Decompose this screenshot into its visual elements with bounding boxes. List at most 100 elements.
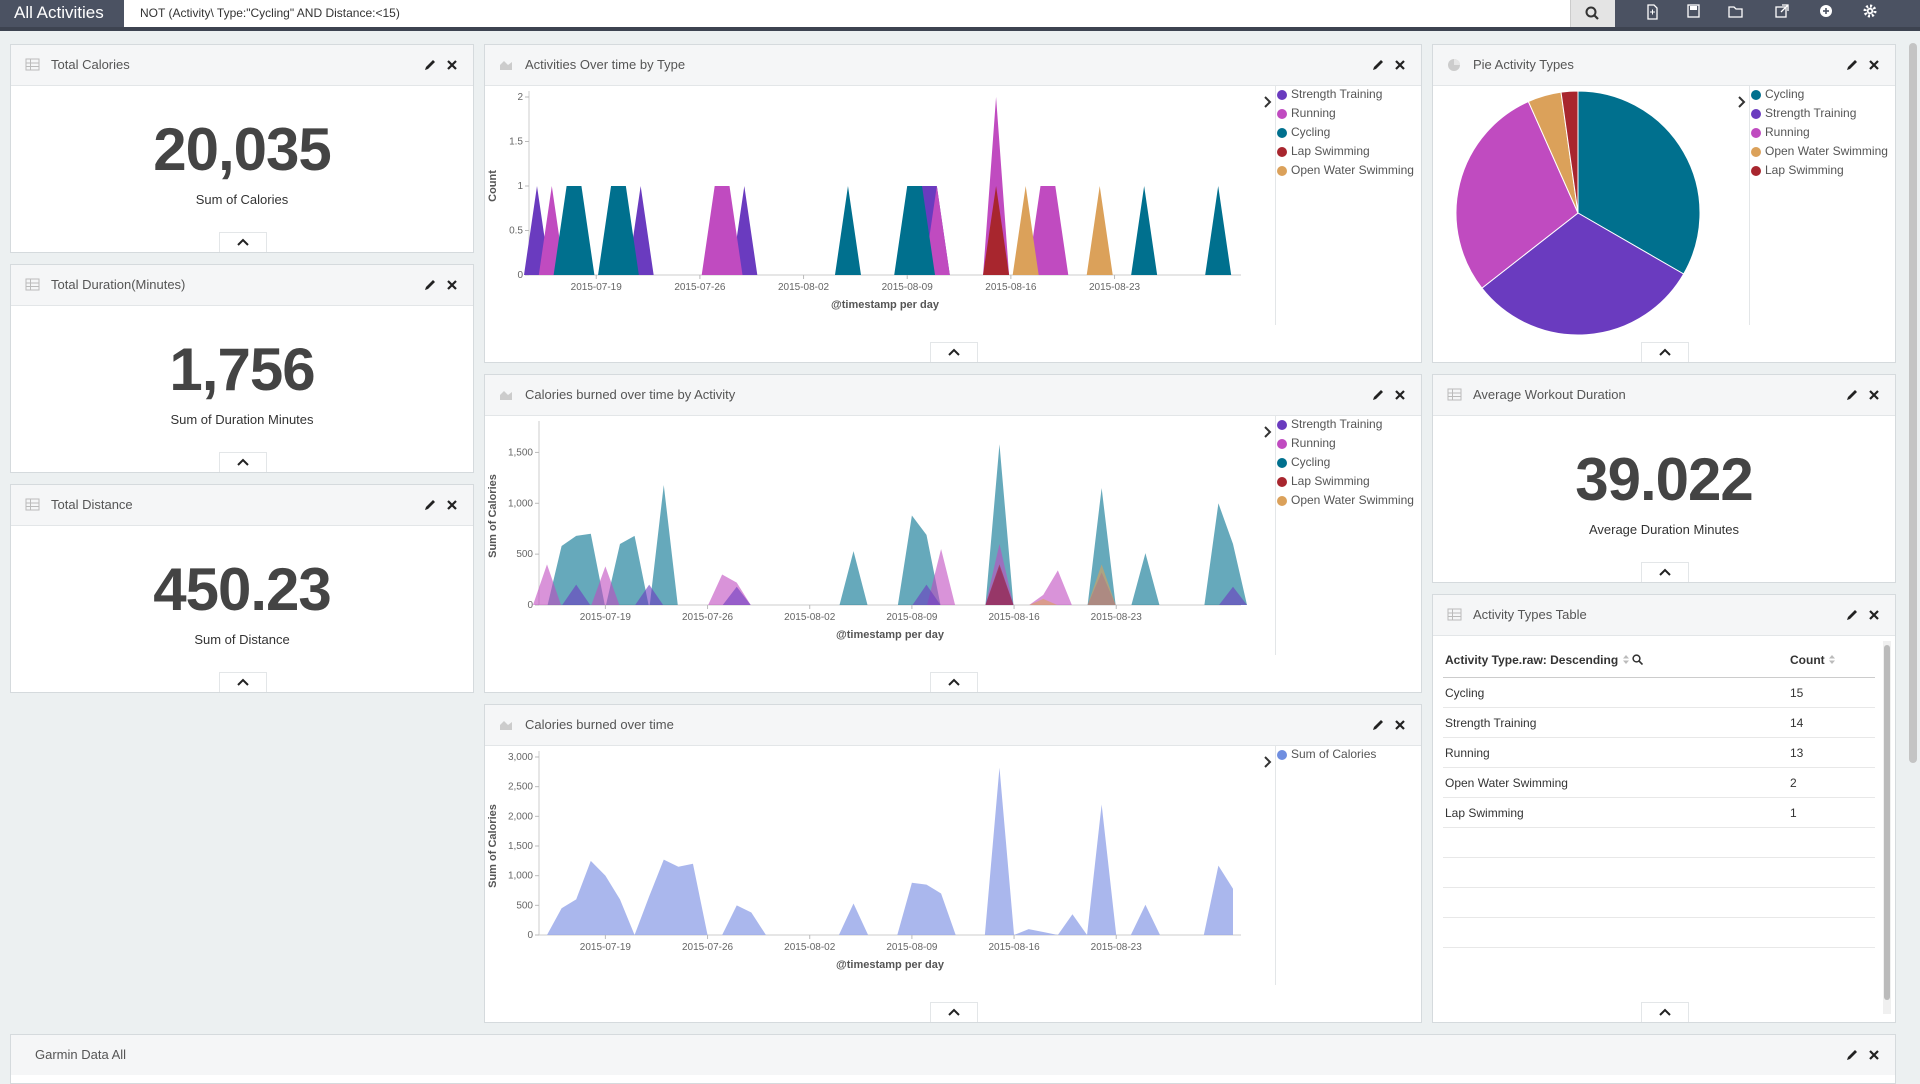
pie-slice[interactable] [1577, 90, 1701, 275]
pie-slice[interactable] [1560, 90, 1579, 214]
close-icon[interactable] [445, 498, 459, 512]
x-tick-label: 2015-08-09 [886, 942, 938, 953]
pencil-icon[interactable] [423, 278, 437, 292]
metric-value: 450.23 [153, 556, 332, 623]
top-bar: All Activities [0, 0, 1920, 31]
page-scrollbar[interactable] [1906, 31, 1920, 1080]
x-tick-label: 2015-08-23 [1089, 282, 1141, 293]
close-icon[interactable] [1867, 388, 1881, 402]
pie-slice[interactable] [1455, 100, 1579, 289]
x-tick-label: 2015-07-19 [580, 612, 632, 623]
column-header-label: Count [1790, 653, 1825, 667]
legend-label: Open Water Swimming [1291, 163, 1414, 177]
close-icon[interactable] [1867, 1048, 1881, 1062]
y-tick-label: 1 [517, 181, 523, 192]
new-dashboard-button[interactable] [1632, 0, 1672, 24]
column-header-count[interactable]: Count [1788, 643, 1875, 678]
y-tick-label: 0.5 [509, 226, 523, 237]
close-icon[interactable] [1393, 388, 1407, 402]
pencil-icon[interactable] [1845, 608, 1859, 622]
legend-divider [1749, 85, 1750, 325]
pencil-icon[interactable] [1845, 388, 1859, 402]
x-axis-title: @timestamp per day [836, 629, 945, 641]
pencil-icon[interactable] [1371, 58, 1385, 72]
legend-toggle-icon[interactable] [1261, 93, 1275, 111]
collapse-toggle[interactable] [219, 232, 267, 252]
y-tick-label: 1,000 [508, 498, 533, 509]
panel-header: Total Duration(Minutes) [11, 265, 473, 306]
legend-label: Lap Swimming [1765, 163, 1844, 177]
calories-over-time-chart: 0 500 1,000 1,500 2,000 2,500 3,000 2015-07-19 2… [487, 751, 1241, 971]
open-dashboard-button[interactable] [1716, 0, 1756, 24]
pencil-icon[interactable] [1371, 718, 1385, 732]
panel-pie-activity-types: Pie Activity Types Cycling Strength Trai… [1432, 44, 1896, 363]
close-icon[interactable] [1867, 58, 1881, 72]
cell-count: 15 [1788, 677, 1875, 708]
save-dashboard-button[interactable] [1673, 0, 1713, 24]
pencil-icon[interactable] [1371, 388, 1385, 402]
chevron-up-icon [1659, 1008, 1671, 1016]
page-scroll-thumb[interactable] [1909, 43, 1917, 763]
panel-total-distance: Total Distance 450.23 Sum of Distance [10, 484, 474, 693]
search-query-input[interactable] [124, 0, 1560, 25]
close-icon[interactable] [1393, 58, 1407, 72]
table-icon [25, 498, 40, 511]
share-icon [1775, 4, 1789, 18]
table-row-empty [1443, 857, 1875, 888]
legend-toggle-icon[interactable] [1735, 93, 1749, 111]
table-row: Cycling 15 [1443, 677, 1875, 708]
table-row-empty [1443, 827, 1875, 858]
pencil-icon[interactable] [1845, 1048, 1859, 1062]
metric-value: 39.022 [1575, 446, 1754, 513]
add-panel-button[interactable] [1806, 0, 1846, 24]
collapse-toggle[interactable] [1641, 562, 1689, 582]
new-dashboard-icon [1647, 4, 1658, 20]
collapse-toggle[interactable] [1641, 1002, 1689, 1022]
collapse-toggle[interactable] [219, 452, 267, 472]
area-series [553, 186, 1232, 275]
panel-activity-types-table: Activity Types Table Activity Type.raw: … [1432, 594, 1896, 1023]
collapse-toggle[interactable] [930, 672, 978, 692]
column-header-activity-type[interactable]: Activity Type.raw: Descending [1443, 643, 1788, 678]
legend-divider [1275, 415, 1276, 655]
chevron-up-icon [948, 348, 960, 356]
panel-header: Total Distance [11, 485, 473, 526]
pencil-icon[interactable] [423, 498, 437, 512]
close-icon[interactable] [445, 278, 459, 292]
table-scroll-thumb[interactable] [1884, 645, 1890, 1000]
legend-label: Cycling [1765, 87, 1805, 101]
sort-icon [1829, 655, 1835, 664]
panel-title: Average Workout Duration [1473, 387, 1626, 402]
area-series [985, 564, 1014, 605]
legend-swatch [1277, 147, 1287, 157]
close-icon[interactable] [1867, 608, 1881, 622]
y-tick-label: 1,000 [508, 871, 533, 882]
chevron-up-icon [237, 238, 249, 246]
legend-toggle-icon[interactable] [1261, 423, 1275, 441]
legend-toggle-icon[interactable] [1261, 753, 1275, 771]
close-icon[interactable] [1393, 718, 1407, 732]
panel-title: Activities Over time by Type [525, 57, 686, 72]
collapse-toggle[interactable] [930, 1002, 978, 1022]
collapse-toggle[interactable] [219, 672, 267, 692]
x-axis-title: @timestamp per day [831, 299, 940, 311]
metric-label: Sum of Duration Minutes [170, 412, 314, 427]
panel-title: Total Distance [51, 497, 133, 512]
panel-calories-over-time: Calories burned over time 0 500 1,000 1,500… [484, 704, 1422, 1023]
share-dashboard-button[interactable] [1762, 0, 1802, 24]
search-button[interactable] [1570, 0, 1615, 27]
legend-swatch [1277, 90, 1287, 100]
x-tick-label: 2015-07-26 [682, 942, 734, 953]
pencil-icon[interactable] [423, 58, 437, 72]
table-row: Lap Swimming 1 [1443, 797, 1875, 828]
y-axis-title: Sum of Calories [487, 474, 499, 558]
x-tick-label: 2015-07-19 [580, 942, 632, 953]
pencil-icon[interactable] [1845, 58, 1859, 72]
settings-button[interactable] [1850, 0, 1890, 24]
pie-slice[interactable] [1481, 212, 1685, 335]
y-tick-label: 2,000 [508, 811, 533, 822]
collapse-toggle[interactable] [930, 342, 978, 362]
collapse-toggle[interactable] [1641, 342, 1689, 362]
y-tick-label: 1.5 [509, 137, 523, 148]
close-icon[interactable] [445, 58, 459, 72]
